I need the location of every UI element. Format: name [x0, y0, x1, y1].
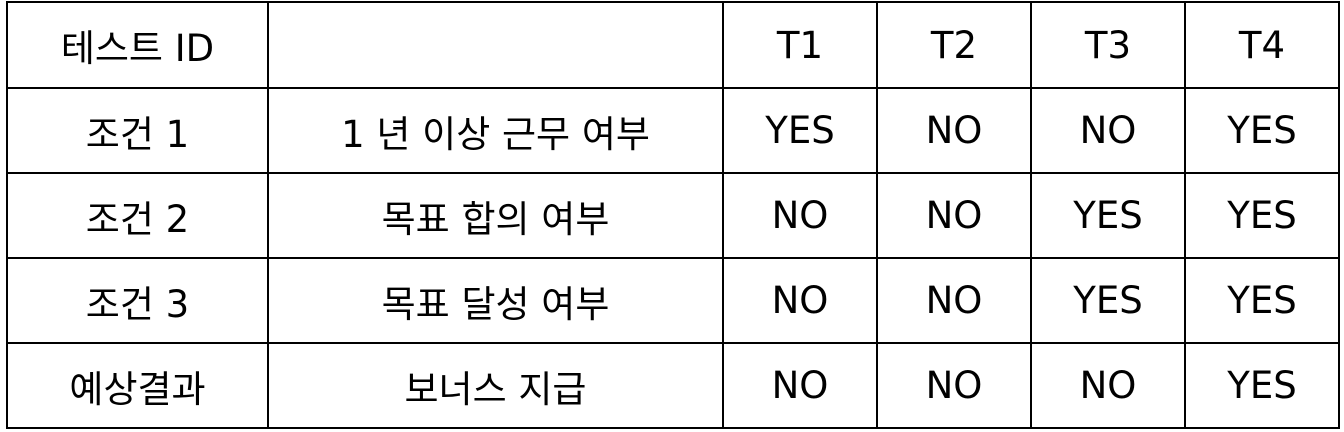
row-description: 보너스 지급 — [267, 342, 724, 429]
cell-t2: NO — [876, 172, 1032, 259]
row-description: 목표 달성 여부 — [267, 257, 724, 344]
table-row: 조건 2 목표 합의 여부 NO NO YES YES — [6, 172, 1340, 259]
cell-t1: YES — [722, 87, 878, 174]
cell-t1: NO — [722, 257, 878, 344]
header-description — [267, 1, 724, 89]
cell-t4: YES — [1184, 257, 1340, 344]
header-t3: T3 — [1030, 1, 1186, 89]
cell-t1: NO — [722, 342, 878, 429]
cell-t2: NO — [876, 257, 1032, 344]
cell-t2: NO — [876, 342, 1032, 429]
cell-t4: YES — [1184, 342, 1340, 429]
header-row: 테스트 ID T1 T2 T3 T4 — [6, 1, 1340, 89]
table-row: 조건 3 목표 달성 여부 NO NO YES YES — [6, 257, 1340, 344]
cell-t3: YES — [1030, 257, 1186, 344]
cell-t4: YES — [1184, 87, 1340, 174]
row-label: 조건 1 — [6, 87, 269, 174]
cell-t4: YES — [1184, 172, 1340, 259]
header-test-id: 테스트 ID — [6, 1, 269, 89]
decision-table: 테스트 ID T1 T2 T3 T4 조건 1 1 년 이상 근무 여부 YES… — [6, 1, 1340, 429]
row-label: 조건 3 — [6, 257, 269, 344]
header-t1: T1 — [722, 1, 878, 89]
table-row: 조건 1 1 년 이상 근무 여부 YES NO NO YES — [6, 87, 1340, 174]
cell-t1: NO — [722, 172, 878, 259]
cell-t3: YES — [1030, 172, 1186, 259]
row-description: 1 년 이상 근무 여부 — [267, 87, 724, 174]
header-t4: T4 — [1184, 1, 1340, 89]
row-label: 예상결과 — [6, 342, 269, 429]
cell-t3: NO — [1030, 342, 1186, 429]
row-description: 목표 합의 여부 — [267, 172, 724, 259]
table-row: 예상결과 보너스 지급 NO NO NO YES — [6, 342, 1340, 429]
header-t2: T2 — [876, 1, 1032, 89]
row-label: 조건 2 — [6, 172, 269, 259]
cell-t3: NO — [1030, 87, 1186, 174]
cell-t2: NO — [876, 87, 1032, 174]
